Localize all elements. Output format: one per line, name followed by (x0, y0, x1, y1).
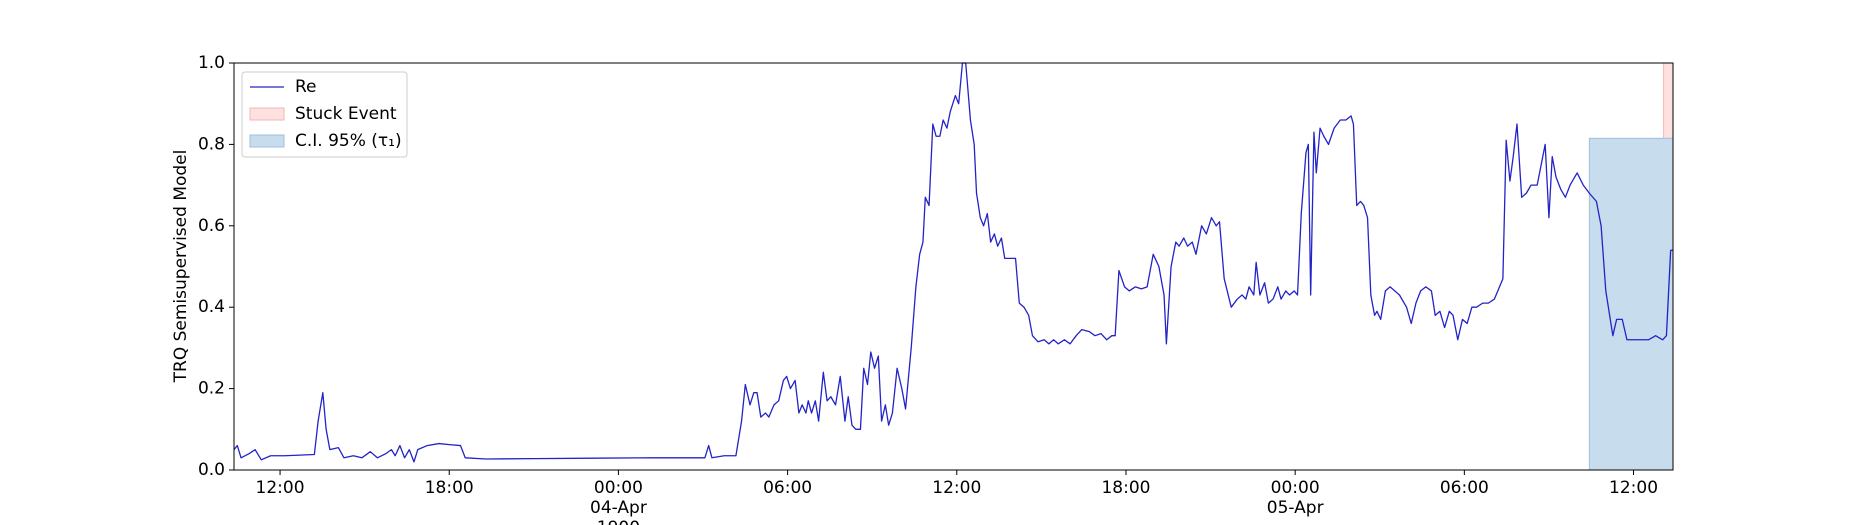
x-tick-label: 12:00 (255, 478, 305, 498)
y-tick-label: 0.6 (198, 216, 225, 236)
data-line (233, 62, 1673, 463)
y-tick-label: 0.0 (198, 460, 225, 480)
x-tick-label: 18:00 (424, 478, 474, 498)
legend-label: C.I. 95% (τ₁) (295, 131, 402, 151)
legend-label: Stuck Event (295, 104, 397, 124)
y-axis-label: TRQ Semisupervised Model (171, 150, 191, 384)
y-tick-label: 0.4 (198, 297, 225, 317)
legend-label: Re (295, 77, 317, 97)
x-tick-label: 00:00 04-Apr 1900 (590, 478, 647, 525)
x-tick-label: 06:00 (1439, 478, 1489, 498)
legend-swatch (249, 107, 285, 121)
y-tick-label: 0.8 (198, 134, 225, 154)
legend: Re Stuck Event C.I. 95% (τ₁) (241, 71, 408, 158)
x-tick-label: 00:00 05-Apr (1266, 478, 1324, 518)
y-tick-label: 0.2 (198, 379, 225, 399)
x-tick-label: 12:00 (1609, 478, 1659, 498)
plot-frame (233, 62, 1674, 471)
x-tick-label: 12:00 (932, 478, 982, 498)
shaded-region (1588, 137, 1674, 471)
x-tick-label: 18:00 (1101, 478, 1151, 498)
legend-swatch (249, 134, 285, 148)
y-tick-label: 1.0 (198, 53, 225, 73)
x-tick-label: 06:00 (763, 478, 813, 498)
